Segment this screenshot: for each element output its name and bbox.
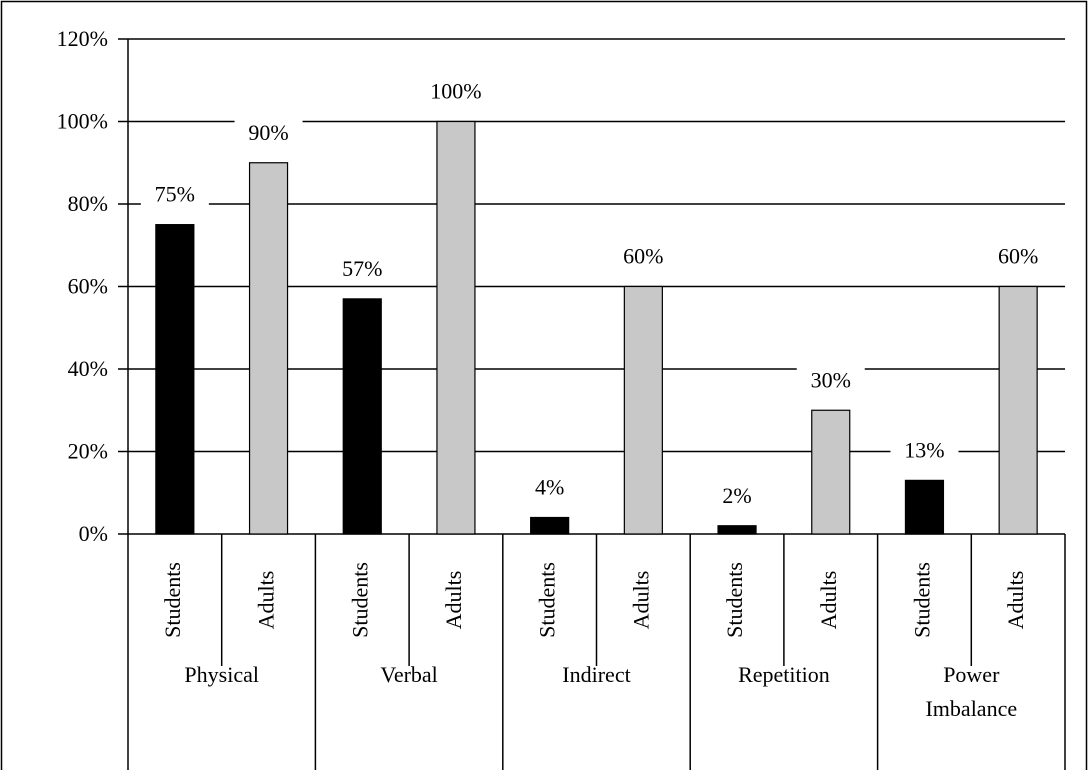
category-label: Verbal [380,662,438,687]
bar [155,224,195,535]
bar [811,409,851,535]
value-label: 90% [248,120,288,145]
y-tick-label: 40% [68,356,108,381]
value-label: 75% [155,182,195,207]
y-tick-label: 80% [68,191,108,216]
bar [436,120,476,535]
y-tick-label: 20% [68,439,108,464]
value-label: 13% [904,437,944,462]
value-label: 30% [811,367,851,392]
bar [530,516,570,535]
value-label-bg [890,434,959,467]
category-label: Power Imbalance [925,662,1018,721]
series-label: Students [160,562,185,638]
series-label: Students [347,562,372,638]
value-label: 2% [722,483,751,508]
bar [904,479,945,535]
bar [717,525,757,535]
value-label-bg [421,75,490,108]
value-label-bg [515,471,584,504]
series-label: Adults [816,571,841,630]
series-label: Students [722,562,747,638]
value-label-bg [234,116,303,149]
value-label-bg [796,364,865,397]
y-tick-label: 0% [79,521,108,546]
bar [248,162,289,535]
value-label: 60% [623,244,663,269]
category-label: Indirect [562,662,631,687]
bar [998,285,1038,535]
bar [342,298,382,535]
value-label-bg [984,240,1053,273]
series-label: Students [535,562,560,638]
value-label: 57% [342,256,382,281]
y-tick-label: 120% [57,26,108,51]
value-label-bg [609,240,678,273]
category-label: Physical [184,662,259,687]
y-tick-label: 100% [57,109,108,134]
series-label: Adults [441,571,466,630]
category-label: Repetition [738,662,830,687]
value-label-bg [140,178,209,211]
value-label: 60% [998,244,1038,269]
value-label: 100% [430,79,481,104]
series-label: Students [909,562,934,638]
series-label: Adults [628,571,653,630]
value-label-bg [328,252,397,285]
bar [623,285,663,535]
value-label-bg [703,479,772,512]
series-label: Adults [254,571,279,630]
y-tick-label: 60% [68,274,108,299]
series-label: Adults [1003,571,1028,630]
value-label: 4% [535,475,564,500]
